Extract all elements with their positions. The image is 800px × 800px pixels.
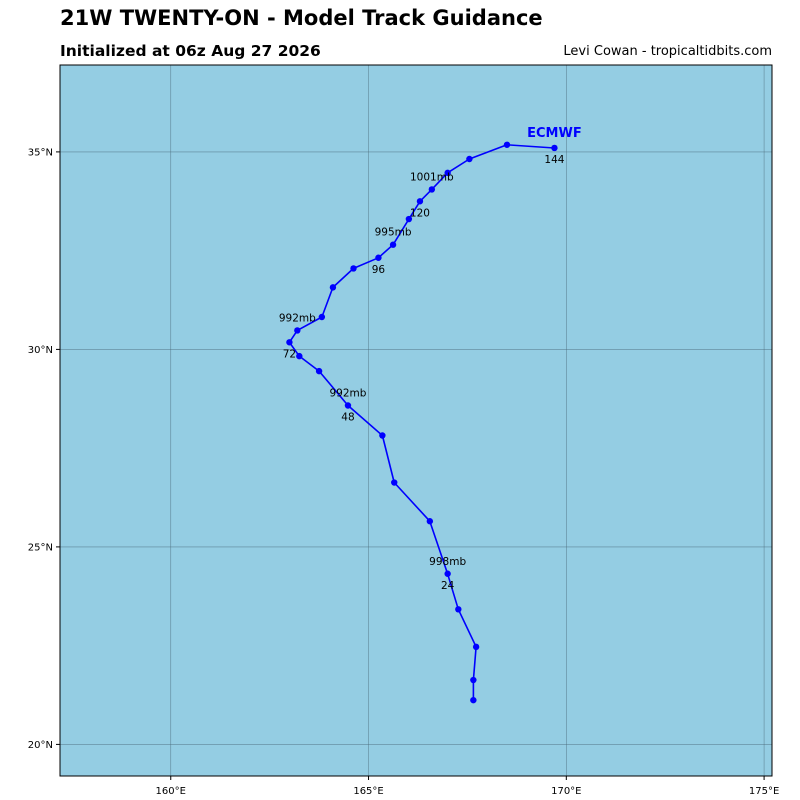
tick-label-y: 30°N bbox=[28, 345, 53, 356]
track-point bbox=[375, 254, 382, 261]
track-point bbox=[503, 141, 511, 148]
track-point bbox=[296, 352, 303, 360]
axis-ticks: 160°E 165°E 170°E 175°E 20°N 25°N 30°N 35°N bbox=[28, 147, 780, 797]
ocean-background bbox=[60, 65, 772, 776]
track-point bbox=[428, 186, 436, 193]
track-lines bbox=[286, 141, 558, 704]
track-point bbox=[455, 606, 462, 613]
track-point bbox=[470, 696, 477, 704]
track-point bbox=[379, 432, 386, 439]
forecast-hour-label: 120 bbox=[410, 207, 430, 219]
track-point bbox=[444, 570, 451, 577]
track-point bbox=[389, 241, 397, 248]
track-point bbox=[315, 367, 323, 375]
track-point bbox=[416, 198, 424, 205]
track-point bbox=[444, 169, 451, 177]
graticule bbox=[60, 65, 772, 776]
pressure-label: 995mb bbox=[375, 227, 412, 239]
chart-title: 21W TWENTY-ON - Model Track Guidance bbox=[60, 6, 543, 30]
track-point bbox=[426, 518, 434, 525]
pressure-label: 992mb bbox=[279, 312, 316, 324]
track-point bbox=[472, 643, 480, 651]
forecast-hour-label: 96 bbox=[372, 264, 386, 276]
init-time-subtitle: Initialized at 06z Aug 27 2026 bbox=[60, 42, 321, 60]
plot-frame bbox=[59, 64, 773, 777]
tick-label-x: 175°E bbox=[749, 786, 779, 797]
track-point bbox=[551, 144, 558, 152]
tick-label-x: 170°E bbox=[551, 786, 581, 797]
track-labels: 24 48 72 96 120 144 998mb 992mb 992mb 995mb 1001mb… bbox=[279, 126, 582, 592]
tick-label-x: 165°E bbox=[353, 786, 383, 797]
track-point bbox=[391, 479, 398, 486]
track-point bbox=[466, 155, 473, 163]
forecast-hour-label: 48 bbox=[341, 411, 354, 423]
tick-label-y: 35°N bbox=[28, 147, 53, 158]
tick-label-y: 20°N bbox=[28, 740, 53, 751]
track-point bbox=[470, 676, 477, 684]
forecast-hour-label: 24 bbox=[441, 580, 455, 592]
track-point bbox=[286, 339, 293, 346]
track-point bbox=[405, 215, 413, 223]
track-point bbox=[329, 284, 337, 291]
track-point bbox=[318, 313, 326, 321]
track-point bbox=[294, 327, 301, 334]
pressure-label: 1001mb bbox=[410, 171, 454, 183]
pressure-label: 992mb bbox=[329, 387, 366, 399]
pressure-label: 998mb bbox=[429, 556, 466, 568]
tick-label-x: 160°E bbox=[156, 786, 186, 797]
track-point bbox=[344, 402, 352, 409]
credit-text: Levi Cowan - tropicaltidbits.com bbox=[563, 44, 772, 59]
forecast-hour-label: 144 bbox=[544, 154, 564, 166]
tick-label-y: 25°N bbox=[28, 542, 53, 553]
track-point bbox=[350, 265, 357, 272]
model-name-label: ECMWF bbox=[527, 126, 582, 141]
forecast-hour-label: 72 bbox=[283, 348, 296, 360]
